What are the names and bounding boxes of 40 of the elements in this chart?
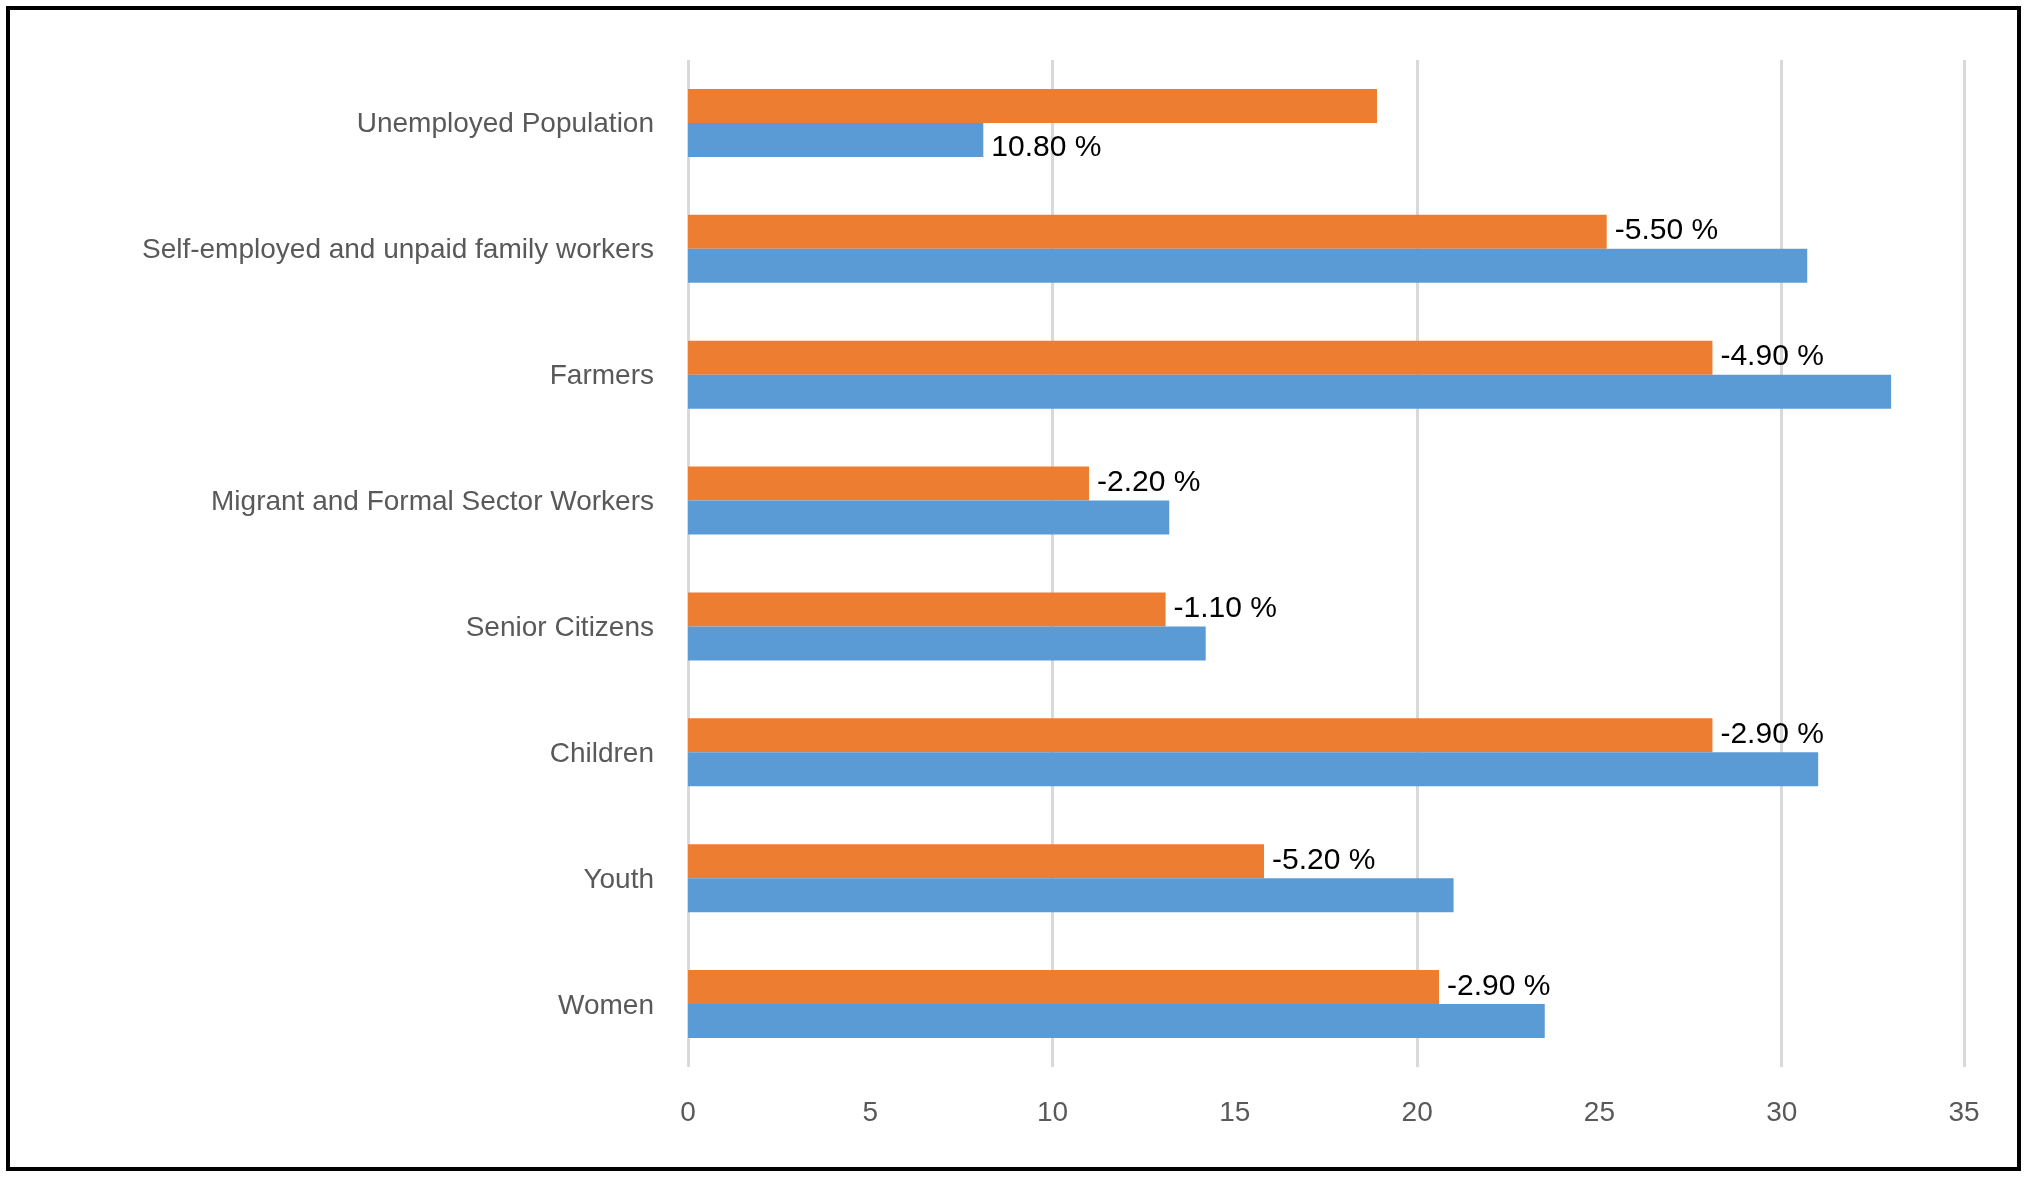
annotation: -2.20 %	[1097, 464, 1201, 498]
y-tick-label: Women	[558, 988, 654, 1020]
annotation: 10.80 %	[991, 129, 1102, 163]
annotation: -4.90 %	[1720, 338, 1824, 372]
y-tick-label: Youth	[583, 862, 654, 894]
x-tick-label: 10	[1036, 1095, 1069, 1127]
bar	[688, 970, 1440, 1005]
x-tick-label: 0	[680, 1095, 696, 1127]
x-tick-label: 20	[1401, 1095, 1433, 1127]
x-tick-label: 30	[1766, 1095, 1798, 1127]
bar	[688, 878, 1454, 913]
bar	[688, 1004, 1545, 1039]
annotation: -2.90 %	[1447, 967, 1551, 1001]
bar	[688, 626, 1206, 661]
y-tick-label: Self-employed and unpaid family workers	[141, 233, 654, 265]
annotation: -5.20 %	[1272, 841, 1376, 875]
bar	[688, 214, 1607, 249]
bar	[688, 752, 1819, 787]
y-tick-label: Migrant and Formal Sector Workers	[211, 485, 654, 517]
annotation: -1.10 %	[1173, 589, 1277, 623]
bar	[688, 466, 1090, 501]
bar	[688, 718, 1713, 753]
x-tick-label: 5	[862, 1095, 879, 1127]
annotation: -5.50 %	[1614, 212, 1719, 246]
y-tick-label: Farmers	[549, 359, 654, 391]
y-tick-label: Children	[549, 736, 654, 768]
y-tick-label: Senior Citizens	[465, 610, 654, 642]
bar	[688, 248, 1808, 283]
bar	[688, 500, 1170, 535]
bar	[688, 592, 1166, 627]
bar	[688, 374, 1892, 409]
x-tick-label: 35	[1948, 1095, 1980, 1127]
bar	[688, 340, 1713, 375]
annotation: -2.90 %	[1720, 715, 1824, 749]
x-tick-label: 15	[1219, 1095, 1251, 1127]
bar	[688, 88, 1378, 123]
bar	[688, 844, 1265, 879]
y-tick-label: Unemployed Population	[356, 107, 654, 139]
x-tick-label: 25	[1583, 1095, 1616, 1127]
bar	[688, 122, 984, 157]
